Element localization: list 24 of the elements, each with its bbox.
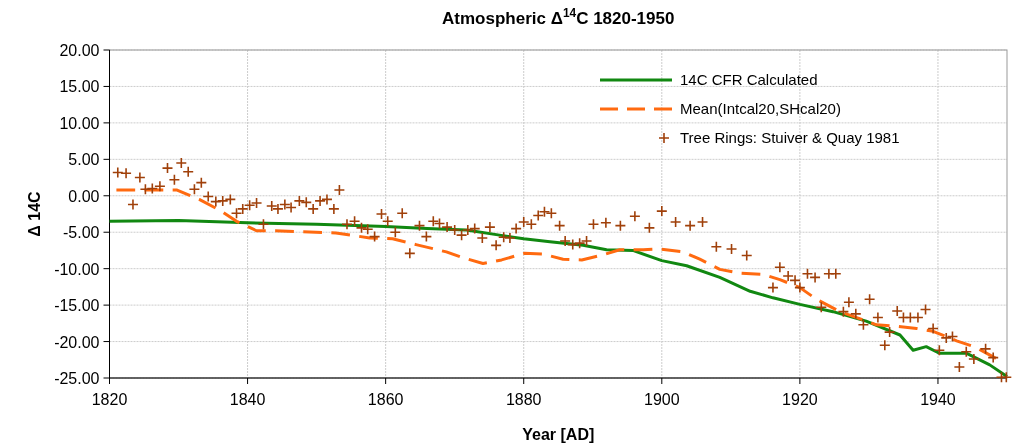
y-axis-title: Δ 14C (26, 190, 43, 237)
x-axis-title: Year [AD] (522, 426, 595, 443)
y-tick-label: 5.00 (68, 151, 100, 169)
x-tick-label: 1940 (920, 391, 956, 408)
x-tick-label: 1920 (782, 391, 818, 408)
y-tick-label: -20.00 (54, 333, 100, 351)
legend-label: Tree Rings: Stuiver & Quay 1981 (680, 129, 900, 146)
y-tick-label: 0.00 (68, 187, 100, 205)
y-tick-label: -15.00 (54, 297, 100, 315)
y-tick-label: -5.00 (63, 224, 100, 242)
legend-label: Mean(Intcal20,SHcal20) (680, 100, 841, 117)
line-series (114, 188, 998, 360)
y-tick-label: 15.00 (59, 78, 100, 96)
y-tick-label: -25.00 (54, 370, 100, 387)
x-tick-label: 1880 (505, 391, 542, 408)
y-tick-label: -10.00 (54, 260, 100, 278)
y-tick-label: 10.00 (59, 114, 100, 132)
x-tick-label: 1900 (644, 391, 680, 408)
chart-title: Atmospheric Δ$^{14}$C 1820-1950 (442, 6, 675, 28)
x-tick-label: 1860 (367, 391, 404, 408)
x-tick-label: 1840 (229, 391, 266, 408)
x-tick-label: 1820 (91, 391, 128, 408)
y-tick-label: 20.00 (59, 42, 100, 59)
legend-label: 14C CFR Calculated (680, 71, 818, 88)
